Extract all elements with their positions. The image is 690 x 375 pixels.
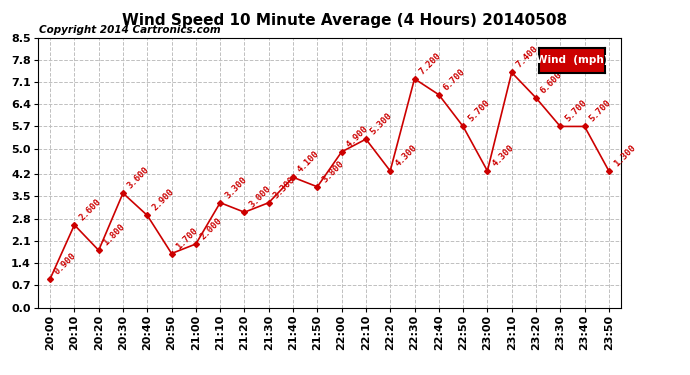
Text: 6.700: 6.700	[442, 67, 467, 92]
Text: 2.600: 2.600	[77, 197, 103, 222]
Text: 5.300: 5.300	[369, 111, 394, 136]
Text: 3.800: 3.800	[320, 159, 346, 184]
Text: 2.900: 2.900	[150, 188, 175, 213]
Text: 0.900: 0.900	[53, 251, 79, 276]
Text: 3.300: 3.300	[223, 175, 248, 200]
Text: 5.700: 5.700	[466, 99, 491, 124]
Text: 1.300: 1.300	[612, 143, 637, 168]
Text: 6.600: 6.600	[539, 70, 564, 95]
Text: 5.700: 5.700	[563, 99, 589, 124]
Text: 3.000: 3.000	[247, 184, 273, 210]
Text: 4.300: 4.300	[491, 143, 515, 168]
Text: 2.000: 2.000	[199, 216, 224, 242]
Text: 1.800: 1.800	[101, 222, 127, 248]
Text: 3.300: 3.300	[272, 175, 297, 200]
Text: 1.700: 1.700	[175, 226, 200, 251]
Text: 3.600: 3.600	[126, 165, 151, 190]
Text: Wind  (mph): Wind (mph)	[536, 56, 609, 65]
Text: 4.100: 4.100	[296, 149, 322, 175]
Text: 4.900: 4.900	[344, 124, 370, 149]
Text: 7.200: 7.200	[417, 51, 443, 76]
Text: 7.400: 7.400	[515, 45, 540, 70]
Text: Wind Speed 10 Minute Average (4 Hours) 20140508: Wind Speed 10 Minute Average (4 Hours) 2…	[122, 13, 568, 28]
Text: 4.300: 4.300	[393, 143, 419, 168]
Text: Copyright 2014 Cartronics.com: Copyright 2014 Cartronics.com	[39, 25, 221, 35]
Text: 5.700: 5.700	[587, 99, 613, 124]
